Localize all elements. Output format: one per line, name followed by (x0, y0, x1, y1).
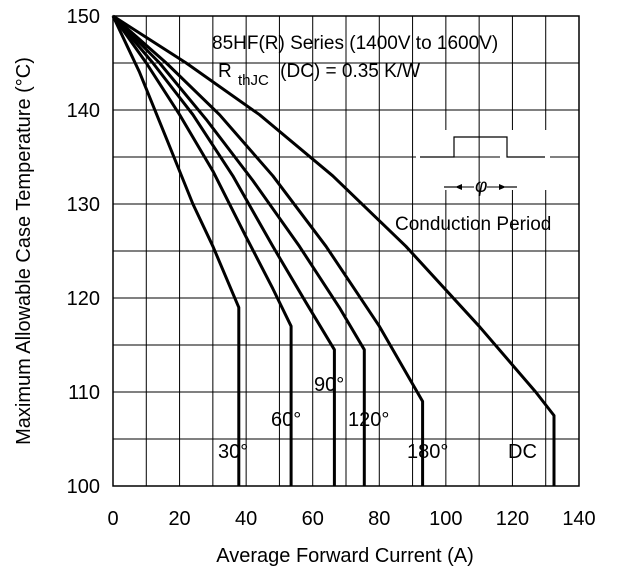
conduction-pulse-icon (416, 130, 550, 190)
series-label-30: 30° (218, 441, 248, 463)
annotation-r: R thJC (DC) = 0.35 K/W (218, 61, 420, 90)
annotation-r-rest: (DC) = 0.35 K/W (280, 61, 420, 82)
plot-frame (112, 15, 580, 487)
series-label-dc: DC (508, 441, 537, 463)
x-tick-label: 60 (302, 508, 324, 530)
y-tick-label: 100 (67, 476, 100, 498)
series-line-1 (111, 15, 293, 486)
series-label-60: 60° (271, 409, 301, 431)
y-tick-label: 130 (67, 194, 100, 216)
x-axis-title: Average Forward Current (A) (216, 545, 474, 567)
series-line-2 (111, 15, 336, 486)
series-line-4 (112, 14, 425, 486)
x-tick-label: 140 (562, 508, 595, 530)
annotation-conduction: Conduction Period (395, 214, 551, 235)
series-label-120: 120° (348, 409, 389, 431)
x-tick-label: 100 (429, 508, 462, 530)
series-line-0 (111, 15, 241, 486)
series-group (111, 14, 556, 486)
annotation-title: 85HF(R) Series (1400V to 1600V) (212, 33, 498, 54)
annotation-r-sub: thJC (238, 72, 269, 89)
tick-labels: 0 20 40 60 80 100 120 140 100 110 120 130 140 150 (67, 6, 596, 530)
series-line-5 (112, 14, 556, 486)
y-tick-label: 150 (67, 6, 100, 28)
x-tick-label: 80 (368, 508, 390, 530)
x-tick-label: 120 (496, 508, 529, 530)
series-label-90: 90° (314, 374, 344, 396)
x-tick-label: 0 (107, 508, 118, 530)
y-axis-title: Maximum Allowable Case Temperature (°C) (13, 57, 35, 445)
y-tick-label: 120 (67, 288, 100, 310)
x-tick-label: 20 (168, 508, 190, 530)
annotation-symbol: φ (475, 176, 487, 197)
annotation-r-main: R (218, 61, 232, 82)
x-tick-label: 40 (235, 508, 257, 530)
y-tick-label: 140 (67, 100, 100, 122)
series-line-3 (111, 14, 366, 486)
series-label-180: 180° (407, 441, 448, 463)
y-tick-label: 110 (68, 382, 100, 404)
